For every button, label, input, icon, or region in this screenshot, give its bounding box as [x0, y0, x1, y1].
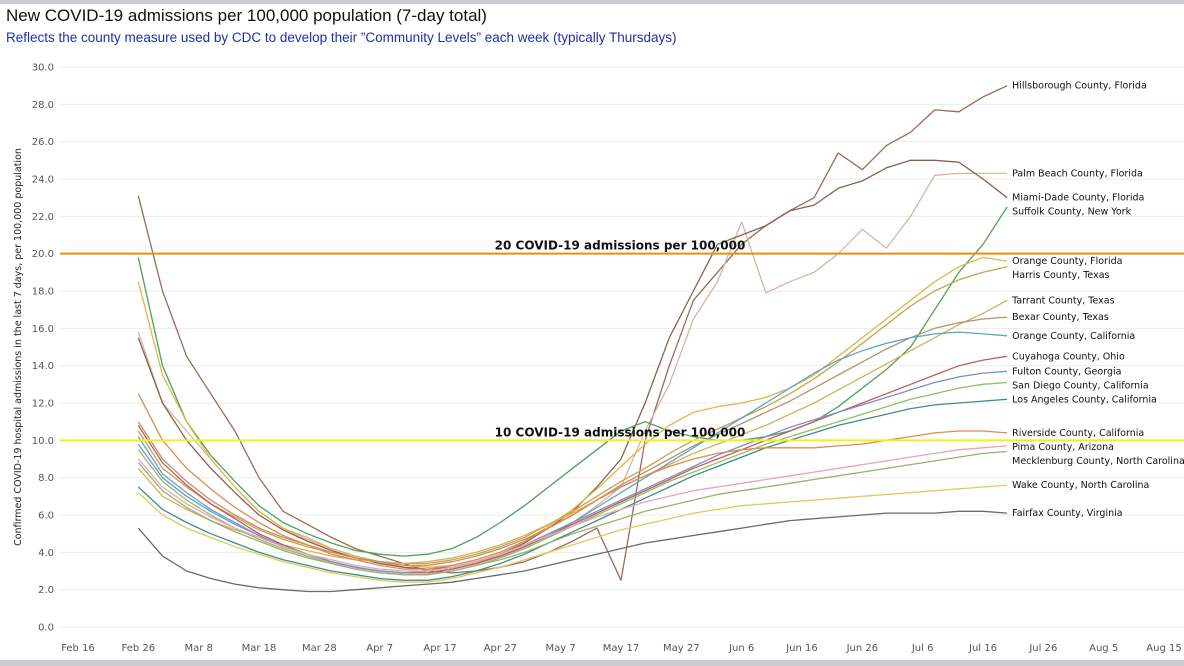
x-tick-label: Feb 16: [61, 643, 95, 654]
x-tick-label: Apr 27: [484, 643, 517, 654]
y-tick-label: 0.0: [38, 623, 54, 634]
x-tick-label: Mar 28: [302, 643, 337, 654]
series-line: [137, 159, 1008, 570]
y-axis-ticks: 0.0 2.0 4.0 6.0 8.0 10.0 12.0 14.0 16.0 18.0 20.0 2…: [32, 63, 54, 634]
series-label: Pima County, Arizona: [1012, 442, 1114, 453]
y-tick-label: 28.0: [32, 100, 54, 111]
x-tick-label: Jun 26: [846, 643, 879, 654]
series-label: Bexar County, Texas: [1012, 312, 1109, 323]
series-label: Mecklenburg County, North Carolina: [1012, 456, 1184, 467]
series-label: Cuyahoga County, Ohio: [1012, 351, 1125, 362]
x-tick-label: May 7: [546, 643, 576, 654]
y-tick-label: 2.0: [38, 585, 54, 596]
y-tick-label: 12.0: [32, 399, 54, 410]
series-line: [137, 256, 1008, 568]
series-line: [137, 355, 1008, 574]
x-tick-label: Apr 7: [366, 643, 393, 654]
y-axis-label: Confirmed COVID-19 hospital admissions i…: [13, 148, 24, 546]
series-label: San Diego County, California: [1012, 380, 1149, 391]
series-label: Harris County, Texas: [1012, 270, 1109, 281]
x-tick-label: Jul 26: [1028, 643, 1057, 654]
series-label: Miami-Dade County, Florida: [1012, 193, 1144, 204]
series-label: Fulton County, Georgia: [1012, 366, 1121, 377]
series-label: Los Angeles County, California: [1012, 394, 1157, 405]
series-label: Orange County, Florida: [1012, 256, 1122, 267]
x-tick-label: Jul 16: [968, 643, 997, 654]
series-labels: Hillsborough County, Florida Palm Beach C…: [1011, 81, 1184, 519]
x-tick-label: Jun 6: [728, 643, 754, 654]
y-tick-label: 18.0: [32, 287, 54, 298]
chart-title: New COVID-19 admissions per 100,000 popu…: [6, 6, 487, 25]
series-label: Suffolk County, New York: [1012, 207, 1131, 218]
y-tick-label: 14.0: [32, 361, 54, 372]
y-tick-label: 26.0: [32, 137, 54, 148]
series-label: Tarrant County, Texas: [1011, 295, 1114, 306]
top-frame-bar: [0, 0, 1184, 4]
series-label: Orange County, California: [1012, 331, 1135, 342]
series-line: [137, 206, 1008, 557]
series-line: [137, 393, 1008, 570]
series-line: [137, 381, 1008, 576]
y-tick-label: 10.0: [32, 436, 54, 447]
series-line: [137, 331, 1008, 574]
x-tick-label: May 27: [663, 643, 700, 654]
y-tick-label: 22.0: [32, 212, 54, 223]
series-label: Riverside County, California: [1012, 428, 1144, 439]
series-line: [137, 85, 1008, 581]
chart-subtitle: Reflects the county measure used by CDC …: [6, 30, 677, 45]
x-tick-label: Aug 5: [1089, 643, 1118, 654]
gridlines: [60, 66, 1184, 628]
series-line: [137, 398, 1008, 581]
x-tick-label: Mar 8: [184, 643, 212, 654]
x-tick-label: Jun 16: [785, 643, 818, 654]
series-line: [137, 266, 1008, 565]
x-tick-label: Jul 6: [911, 643, 934, 654]
y-tick-label: 4.0: [38, 548, 54, 559]
series-line: [137, 484, 1008, 583]
y-tick-label: 16.0: [32, 324, 54, 335]
series-label: Fairfax County, Virginia: [1012, 508, 1122, 519]
bottom-frame-bar: [0, 660, 1184, 666]
series-label: Hillsborough County, Florida: [1012, 81, 1147, 92]
x-tick-label: Mar 18: [242, 643, 277, 654]
reference-line-label: 20 COVID-19 admissions per 100,000: [495, 239, 746, 253]
x-axis-ticks: Feb 16 Feb 26 Mar 8 Mar 18 Mar 28 Apr 7 Apr 17…: [61, 643, 1182, 654]
series-label: Palm Beach County, Florida: [1012, 168, 1143, 179]
y-tick-label: 6.0: [38, 511, 54, 522]
series-line: [137, 445, 1008, 572]
y-tick-label: 20.0: [32, 249, 54, 260]
y-tick-label: 8.0: [38, 473, 54, 484]
y-tick-label: 24.0: [32, 175, 54, 186]
y-tick-label: 30.0: [32, 63, 54, 74]
x-tick-label: Feb 26: [122, 643, 156, 654]
reference-line-label: 10 COVID-19 admissions per 100,000: [495, 425, 746, 439]
x-tick-label: May 17: [603, 643, 640, 654]
x-tick-label: Apr 17: [423, 643, 456, 654]
reference-lines: 20 COVID-19 admissions per 100,000 10 COV…: [60, 239, 1184, 442]
series-label: Wake County, North Carolina: [1012, 480, 1149, 491]
series-line: [137, 450, 1008, 576]
series-lines: [137, 85, 1008, 593]
x-tick-label: Aug 15: [1146, 643, 1181, 654]
series-line: [137, 510, 1008, 593]
